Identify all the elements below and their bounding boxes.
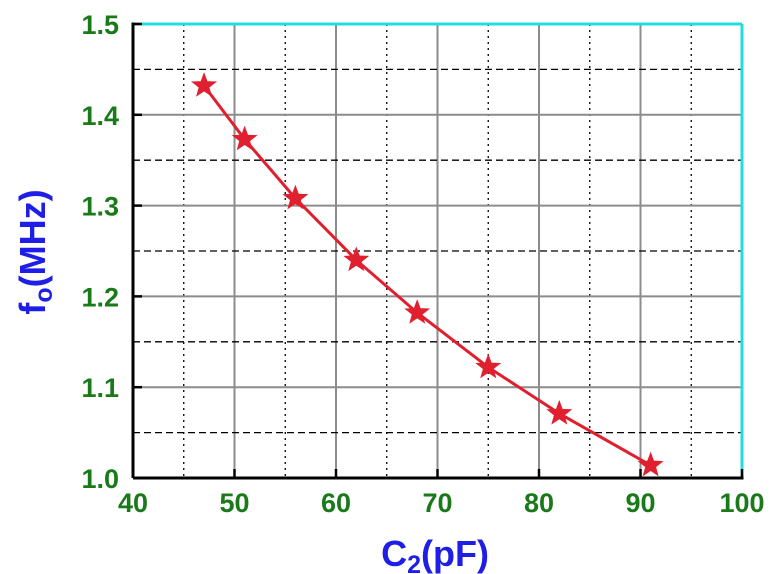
- x-tick-label: 70: [422, 488, 452, 518]
- y-axis-title-suffix: (MHz): [12, 189, 53, 287]
- data-point-star: [231, 125, 258, 151]
- data-point-star: [282, 184, 309, 210]
- y-tick-label: 1.2: [81, 282, 119, 312]
- x-axis-title-subscript: 2: [407, 551, 421, 574]
- y-tick-label: 1.0: [81, 464, 119, 494]
- x-tick-label: 50: [219, 488, 249, 518]
- x-tick-label: 100: [719, 488, 764, 518]
- x-tick-label: 90: [625, 488, 655, 518]
- data-point-star: [343, 246, 370, 272]
- series-line: [202, 84, 652, 467]
- x-tick-labels: 40 50 60 70 80 90 100: [118, 469, 765, 518]
- data-point-star: [637, 451, 664, 477]
- y-tick-label: 1.5: [81, 10, 119, 40]
- x-axis-title: C2(pF): [381, 533, 489, 574]
- x-tick-label: 60: [321, 488, 351, 518]
- y-tick-label: 1.3: [81, 192, 119, 222]
- y-axis-title: fo(MHz): [12, 189, 58, 314]
- x-axis-title-suffix: (pF): [421, 533, 489, 574]
- x-tick-label: 80: [524, 488, 554, 518]
- data-point-star: [191, 72, 218, 97]
- data-point-star: [475, 353, 502, 379]
- y-tick-label: 1.4: [81, 101, 119, 131]
- y-axis-title-main: f: [12, 302, 53, 315]
- data-point-star: [404, 299, 431, 324]
- y-axis-title-subscript: o: [30, 287, 58, 302]
- data-point-star: [546, 399, 573, 425]
- grid: [133, 24, 742, 478]
- y-tick-label: 1.1: [81, 373, 119, 403]
- x-axis-title-main: C: [381, 533, 407, 574]
- x-tick-label: 40: [118, 488, 148, 518]
- y-tick-labels: 1.0 1.1 1.2 1.3 1.4 1.5: [81, 10, 142, 494]
- series: [191, 72, 664, 477]
